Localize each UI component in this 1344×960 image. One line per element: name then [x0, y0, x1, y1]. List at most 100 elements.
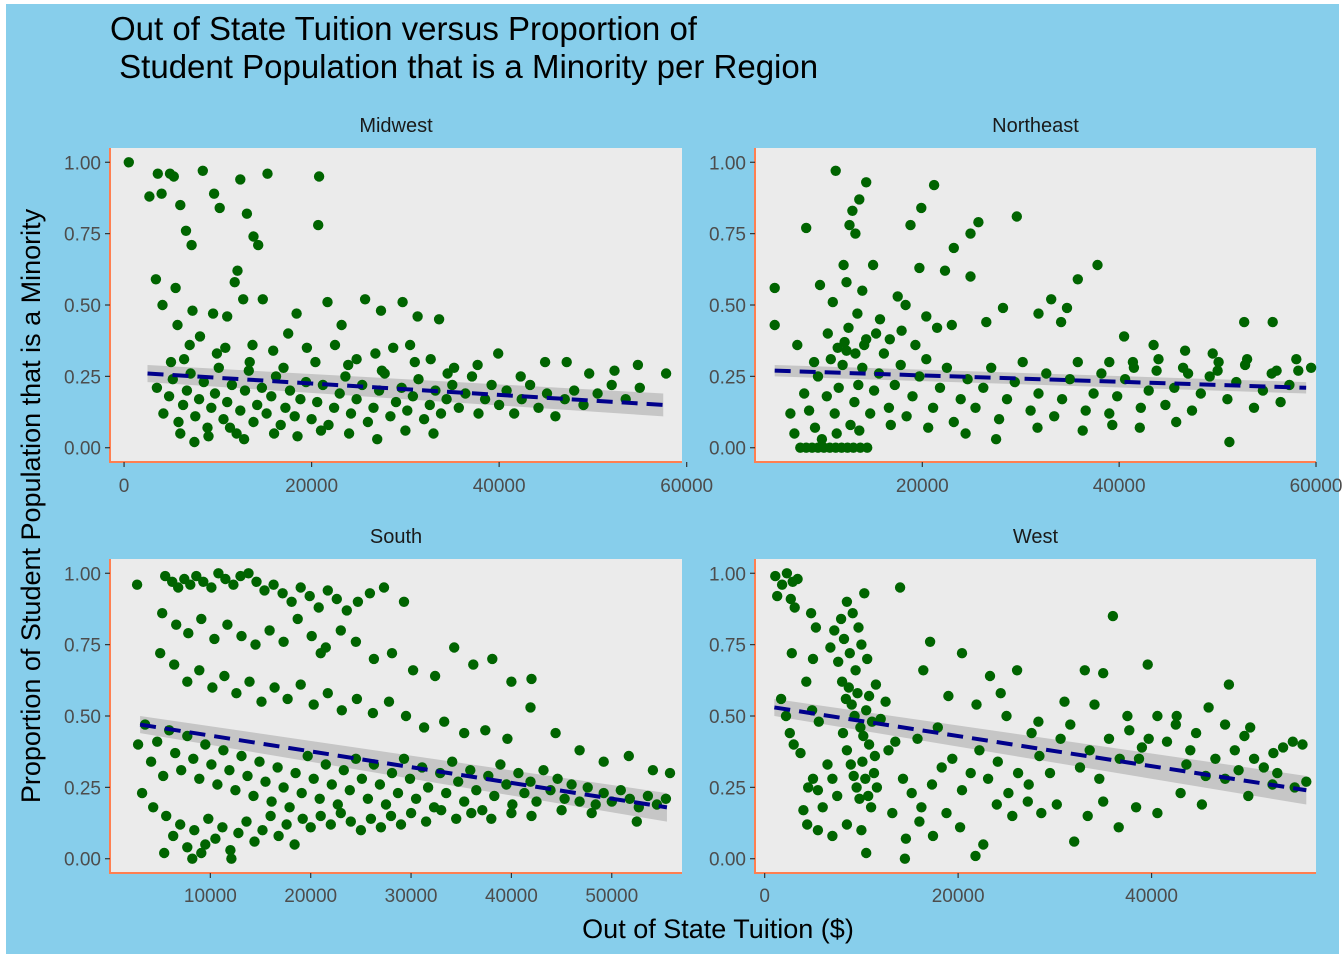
data-point — [772, 590, 783, 602]
data-point — [193, 394, 205, 405]
x-tick-label: 10000 — [184, 886, 237, 907]
data-point — [894, 582, 906, 593]
data-point — [526, 673, 537, 685]
data-point — [1181, 759, 1192, 770]
data-point — [1160, 399, 1171, 411]
data-point — [770, 570, 781, 582]
data-point — [1186, 405, 1198, 416]
data-point — [552, 773, 563, 784]
data-point — [362, 416, 374, 428]
data-point — [847, 608, 858, 619]
data-point — [487, 653, 498, 665]
data-point — [1134, 422, 1146, 433]
data-point — [1185, 745, 1196, 756]
data-point — [370, 348, 381, 359]
data-point — [1152, 710, 1163, 722]
data-point — [835, 613, 847, 625]
data-point — [402, 405, 413, 416]
data-point — [986, 362, 997, 373]
data-point — [375, 822, 387, 833]
data-point — [924, 636, 936, 647]
data-point — [157, 608, 168, 619]
data-point — [1305, 362, 1317, 373]
data-point — [863, 790, 874, 802]
x-axis-title: Out of State Tuition ($) — [582, 914, 854, 944]
data-point — [468, 659, 479, 670]
data-point — [332, 799, 343, 810]
data-point — [559, 793, 570, 804]
data-point — [1130, 802, 1142, 813]
data-point — [970, 402, 981, 413]
x-tick-label: 40000 — [485, 886, 538, 907]
data-point — [578, 399, 589, 411]
data-point — [238, 434, 250, 445]
data-point — [792, 573, 803, 585]
data-point — [301, 342, 313, 353]
data-point — [1122, 710, 1133, 722]
y-tick-label: 0.00 — [64, 850, 101, 871]
data-point — [965, 767, 976, 779]
data-point — [1055, 316, 1067, 328]
y-tick-label: 0.75 — [709, 636, 746, 657]
data-point — [1243, 790, 1254, 802]
data-point — [465, 765, 476, 776]
points-northeast — [769, 165, 1317, 453]
data-point — [798, 805, 809, 816]
data-point — [152, 736, 163, 747]
data-point — [843, 682, 854, 693]
data-point — [400, 425, 411, 436]
data-point — [184, 339, 195, 351]
data-point — [1033, 388, 1044, 399]
x-tick-label: 40000 — [473, 476, 526, 497]
data-point — [1195, 388, 1207, 399]
data-point — [185, 579, 196, 590]
data-point — [281, 819, 292, 830]
data-point — [833, 656, 844, 667]
y-tick-label: 0.75 — [709, 225, 746, 246]
data-point — [995, 688, 1006, 699]
data-point — [181, 385, 193, 396]
data-point — [131, 579, 143, 590]
data-point — [914, 262, 925, 274]
data-point — [433, 314, 445, 325]
data-point — [313, 602, 324, 613]
data-point — [526, 810, 537, 822]
data-point — [816, 434, 828, 445]
data-point — [449, 642, 460, 653]
data-point — [418, 722, 430, 733]
data-point — [801, 222, 812, 234]
data-point — [447, 379, 458, 391]
data-point — [297, 813, 308, 824]
data-point — [226, 853, 237, 864]
data-point — [1241, 354, 1253, 365]
data-point — [997, 302, 1009, 314]
data-point — [202, 422, 213, 433]
x-tick-label: 20000 — [896, 476, 949, 497]
data-point — [198, 376, 209, 388]
data-point — [871, 782, 883, 793]
data-point — [1153, 354, 1164, 365]
data-point — [1239, 730, 1250, 742]
data-point — [1069, 836, 1080, 847]
data-point — [785, 408, 796, 419]
data-point — [1064, 374, 1076, 385]
data-point — [259, 585, 270, 596]
data-point — [451, 813, 462, 824]
data-point — [1219, 719, 1231, 730]
data-point — [385, 810, 397, 822]
data-point — [322, 585, 333, 596]
data-point — [268, 345, 279, 356]
data-point — [1118, 331, 1130, 342]
data-point — [817, 802, 828, 813]
data-point — [322, 688, 333, 699]
data-point — [814, 279, 826, 291]
data-point — [900, 299, 911, 311]
data-point — [313, 171, 325, 182]
data-point — [351, 354, 362, 365]
y-tick-label: 0.50 — [64, 707, 101, 728]
data-point — [447, 756, 458, 767]
data-point — [1293, 365, 1304, 376]
data-point — [509, 408, 520, 419]
data-point — [506, 807, 517, 819]
